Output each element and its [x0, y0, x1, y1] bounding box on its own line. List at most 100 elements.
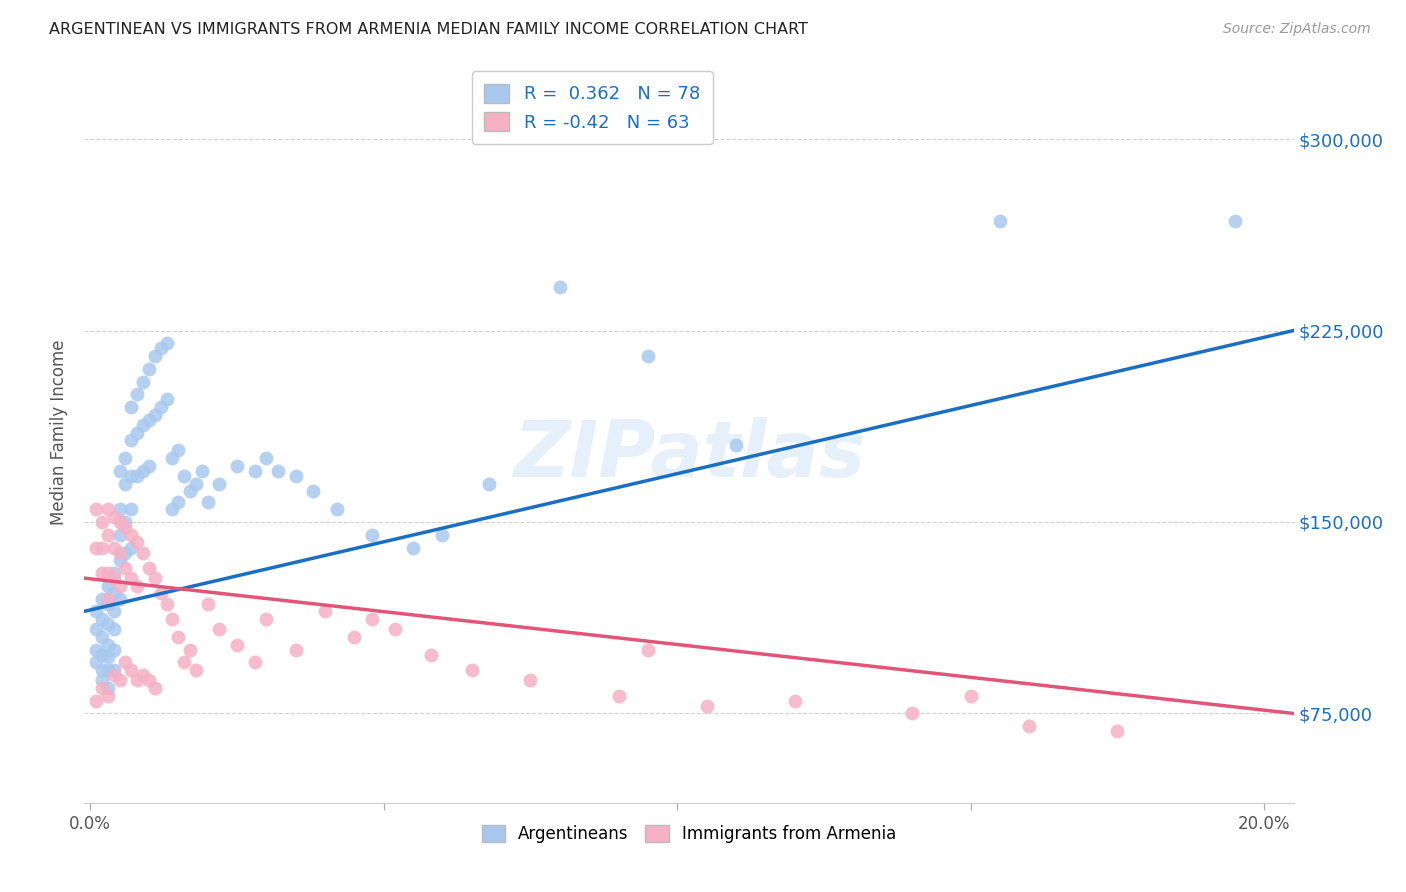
Point: [138, 413, 160, 427]
Point: [97, 566, 120, 580]
Point: [243, 656, 266, 670]
Point: [97, 527, 120, 541]
Point: [326, 502, 349, 516]
Legend: Argentineans, Immigrants from Armenia: Argentineans, Immigrants from Armenia: [475, 819, 903, 850]
Point: [114, 476, 136, 491]
Point: [103, 604, 125, 618]
Point: [97, 663, 120, 677]
Point: [162, 451, 184, 466]
Text: ARGENTINEAN VS IMMIGRANTS FROM ARMENIA MEDIAN FAMILY INCOME CORRELATION CHART: ARGENTINEAN VS IMMIGRANTS FROM ARMENIA M…: [49, 22, 808, 37]
Point: [138, 673, 160, 688]
Point: [607, 689, 630, 703]
Point: [783, 694, 806, 708]
Point: [91, 681, 114, 695]
Point: [1018, 719, 1040, 733]
Point: [343, 630, 366, 644]
Point: [91, 541, 114, 555]
Point: [184, 663, 207, 677]
Point: [184, 476, 207, 491]
Point: [361, 527, 384, 541]
Point: [120, 469, 142, 483]
Point: [190, 464, 212, 478]
Point: [120, 502, 142, 516]
Point: [138, 458, 160, 473]
Point: [988, 213, 1011, 227]
Point: [149, 586, 172, 600]
Point: [901, 706, 924, 721]
Point: [97, 638, 120, 652]
Point: [254, 451, 277, 466]
Point: [91, 630, 114, 644]
Point: [127, 535, 149, 549]
Point: [724, 438, 747, 452]
Point: [103, 571, 125, 585]
Point: [97, 650, 120, 665]
Point: [84, 642, 107, 657]
Point: [120, 541, 142, 555]
Point: [548, 280, 571, 294]
Point: [384, 622, 406, 636]
Point: [132, 668, 155, 682]
Point: [103, 586, 125, 600]
Point: [127, 579, 149, 593]
Point: [208, 476, 231, 491]
Point: [173, 656, 195, 670]
Point: [97, 617, 120, 632]
Point: [97, 597, 120, 611]
Point: [120, 663, 142, 677]
Point: [108, 546, 131, 560]
Point: [91, 566, 114, 580]
Point: [84, 622, 107, 636]
Point: [127, 673, 149, 688]
Point: [120, 400, 142, 414]
Point: [143, 349, 166, 363]
Point: [155, 597, 177, 611]
Point: [120, 527, 142, 541]
Point: [108, 579, 131, 593]
Point: [432, 527, 454, 541]
Point: [267, 464, 290, 478]
Point: [103, 509, 125, 524]
Point: [108, 527, 131, 541]
Point: [226, 458, 249, 473]
Point: [167, 443, 190, 458]
Point: [519, 673, 541, 688]
Point: [84, 541, 107, 555]
Point: [84, 656, 107, 670]
Point: [149, 400, 172, 414]
Point: [959, 689, 981, 703]
Point: [143, 681, 166, 695]
Point: [155, 392, 177, 407]
Point: [696, 698, 718, 713]
Point: [1223, 213, 1246, 227]
Text: Source: ZipAtlas.com: Source: ZipAtlas.com: [1223, 22, 1371, 37]
Point: [226, 638, 249, 652]
Point: [108, 553, 131, 567]
Point: [108, 502, 131, 516]
Point: [84, 604, 107, 618]
Point: [127, 469, 149, 483]
Point: [91, 673, 114, 688]
Point: [143, 408, 166, 422]
Point: [114, 451, 136, 466]
Point: [91, 663, 114, 677]
Point: [84, 502, 107, 516]
Point: [197, 494, 219, 508]
Point: [132, 417, 155, 432]
Point: [179, 484, 201, 499]
Point: [637, 642, 659, 657]
Point: [132, 546, 155, 560]
Point: [284, 469, 307, 483]
Text: ZIPatlas: ZIPatlas: [513, 417, 865, 493]
Point: [108, 515, 131, 529]
Point: [114, 520, 136, 534]
Point: [284, 642, 307, 657]
Point: [108, 464, 131, 478]
Point: [138, 361, 160, 376]
Point: [361, 612, 384, 626]
Point: [461, 663, 484, 677]
Point: [91, 612, 114, 626]
Point: [167, 630, 190, 644]
Point: [97, 591, 120, 606]
Point: [173, 469, 195, 483]
